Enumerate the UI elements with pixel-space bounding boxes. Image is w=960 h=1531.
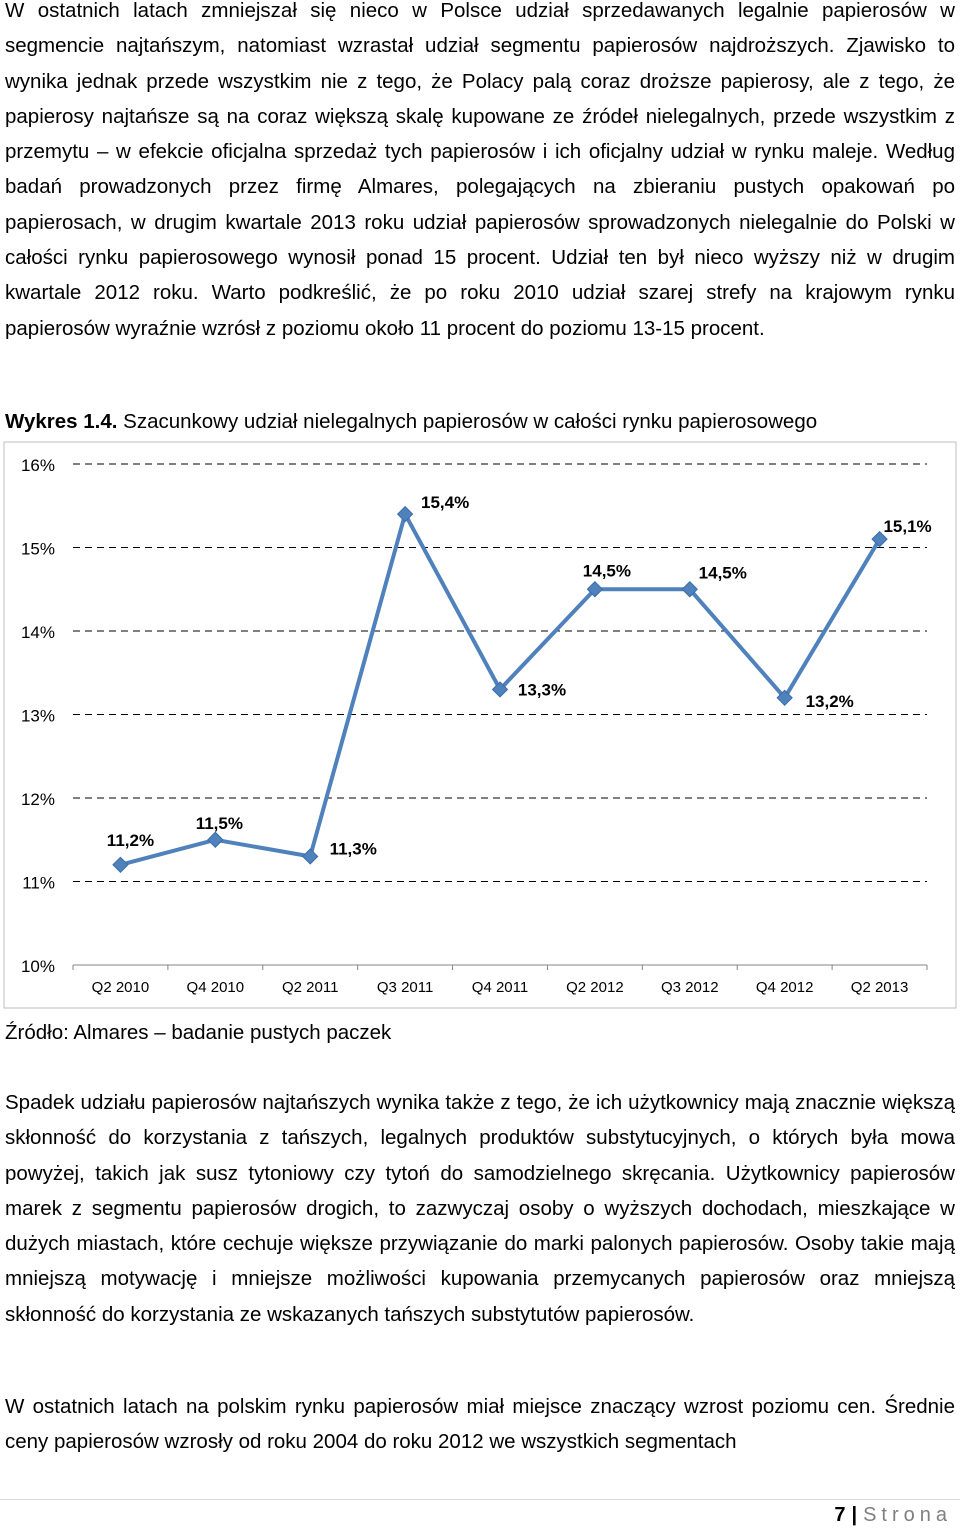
x-tick-label: Q4 2010 bbox=[187, 979, 245, 996]
footer-word: Strona bbox=[863, 1504, 952, 1526]
y-tick-label: 11% bbox=[22, 874, 55, 893]
figure-source: Źródło: Almares – badanie pustych paczek bbox=[5, 1021, 392, 1044]
data-label: 14,5% bbox=[699, 563, 747, 582]
x-tick-label: Q4 2011 bbox=[472, 979, 528, 996]
y-tick-label: 14% bbox=[21, 623, 55, 642]
x-tick-label: Q4 2012 bbox=[756, 979, 814, 996]
y-tick-label: 13% bbox=[21, 707, 55, 726]
data-point-marker bbox=[871, 530, 888, 548]
y-tick-label: 10% bbox=[21, 957, 55, 976]
x-tick-label: Q2 2010 bbox=[92, 979, 150, 996]
data-label: 11,3% bbox=[330, 839, 377, 858]
data-label: 15,4% bbox=[421, 493, 469, 512]
paragraph-substitutes: Spadek udziału papierosów najtańszych wy… bbox=[5, 1091, 955, 1326]
data-point-marker bbox=[586, 581, 604, 598]
data-point-marker bbox=[207, 831, 224, 848]
data-label: 13,3% bbox=[518, 680, 566, 699]
data-point-marker bbox=[302, 848, 319, 865]
x-tick-label: Q2 2012 bbox=[566, 979, 624, 996]
y-tick-label: 15% bbox=[21, 540, 55, 559]
x-tick-label: Q3 2012 bbox=[661, 979, 719, 996]
data-label: 11,5% bbox=[196, 814, 243, 833]
data-label: 15,1% bbox=[883, 517, 931, 536]
paragraph-prices: W ostatnich latach na polskim rynku papi… bbox=[5, 1395, 955, 1454]
chart-frame bbox=[3, 441, 957, 1009]
x-tick-label: Q2 2011 bbox=[282, 979, 338, 996]
data-label: 14,5% bbox=[583, 561, 631, 580]
footer-divider bbox=[0, 1499, 960, 1500]
data-point-marker bbox=[681, 581, 698, 598]
figure-title: Wykres 1.4. Szacunkowy udział nielegalny… bbox=[5, 404, 817, 439]
data-point-marker bbox=[112, 856, 129, 874]
footer-separator: | bbox=[851, 1504, 858, 1526]
chart-svg: 10% 11% 12% 13% 14% 15% 16% Q2 2010 Q4 2010 Q2 20… bbox=[3, 441, 957, 1009]
data-point-marker bbox=[776, 689, 793, 707]
x-tick-label: Q3 2011 bbox=[377, 979, 433, 996]
x-tick-label: Q2 2013 bbox=[851, 979, 909, 996]
figure-caption: Szacunkowy udział nielegalnych papierosó… bbox=[117, 410, 818, 433]
page-number: 7 bbox=[834, 1504, 846, 1526]
line-chart: 10% 11% 12% 13% 14% 15% 16% Q2 2010 Q4 2010 Q2 20… bbox=[0, 440, 960, 1015]
figure-label: Wykres 1.4. bbox=[5, 410, 118, 433]
y-tick-label: 12% bbox=[21, 790, 55, 809]
data-label: 11,2% bbox=[107, 831, 154, 850]
data-label: 13,2% bbox=[806, 692, 854, 711]
paragraph-intro: W ostatnich latach zmniejszał się nieco … bbox=[5, 0, 955, 340]
y-tick-label: 16% bbox=[21, 456, 55, 475]
data-point-marker bbox=[396, 505, 414, 523]
page-footer: 7 | Strona bbox=[834, 1499, 952, 1531]
data-point-marker bbox=[491, 681, 509, 698]
